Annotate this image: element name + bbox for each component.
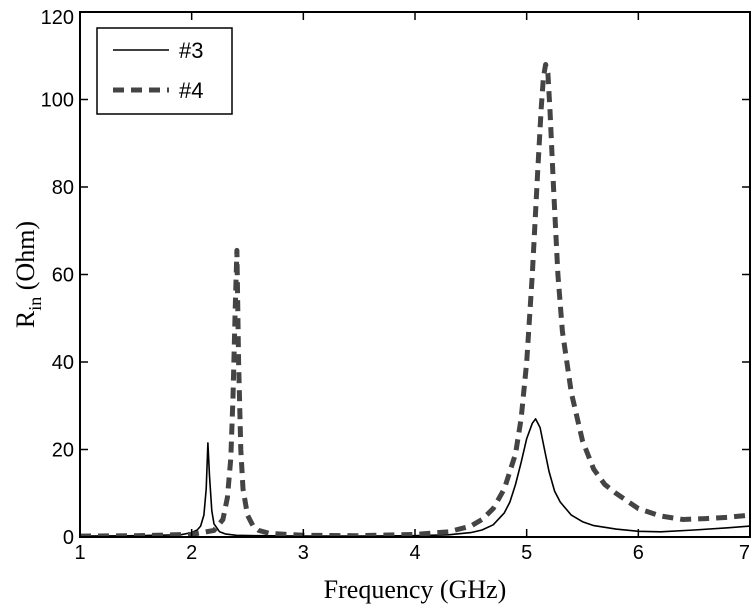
legend: #3 #4 — [96, 27, 233, 115]
x-tick-label: 4 — [409, 542, 420, 564]
x-tick-label: 2 — [186, 542, 197, 564]
series-line-4 — [80, 62, 750, 537]
x-tick-label: 6 — [633, 542, 644, 564]
x-tick-label: 5 — [521, 542, 532, 564]
y-tick-label: 0 — [63, 527, 74, 549]
y-tick-label: 80 — [52, 177, 74, 199]
x-tick-label: 3 — [298, 542, 309, 564]
series-line-3 — [80, 418, 750, 537]
legend-box — [96, 27, 233, 115]
x-tick-label: 1 — [74, 542, 85, 564]
legend-label-series-3: #3 — [179, 38, 203, 63]
y-axis-label-rest: (Ohm) — [11, 221, 40, 297]
y-tick-label: 60 — [52, 265, 74, 287]
x-axis-label: Frequency (GHz) — [324, 575, 507, 604]
y-tick-label: 40 — [52, 352, 74, 374]
legend-label-series-4: #4 — [179, 78, 203, 103]
y-tick-label: 20 — [52, 440, 74, 462]
y-tick-label: 100 — [41, 90, 74, 112]
y-tick-label: 120 — [41, 7, 74, 29]
y-axis-label-sub: in — [25, 297, 45, 311]
y-axis-label-main: R — [11, 310, 40, 328]
axis-ticks: 1 2 3 4 5 6 7 0 20 40 60 80 100 120 — [41, 7, 751, 564]
plot-area — [80, 62, 750, 537]
x-tick-label: 7 — [739, 542, 750, 564]
y-axis-label: Rin (Ohm) — [11, 221, 45, 328]
